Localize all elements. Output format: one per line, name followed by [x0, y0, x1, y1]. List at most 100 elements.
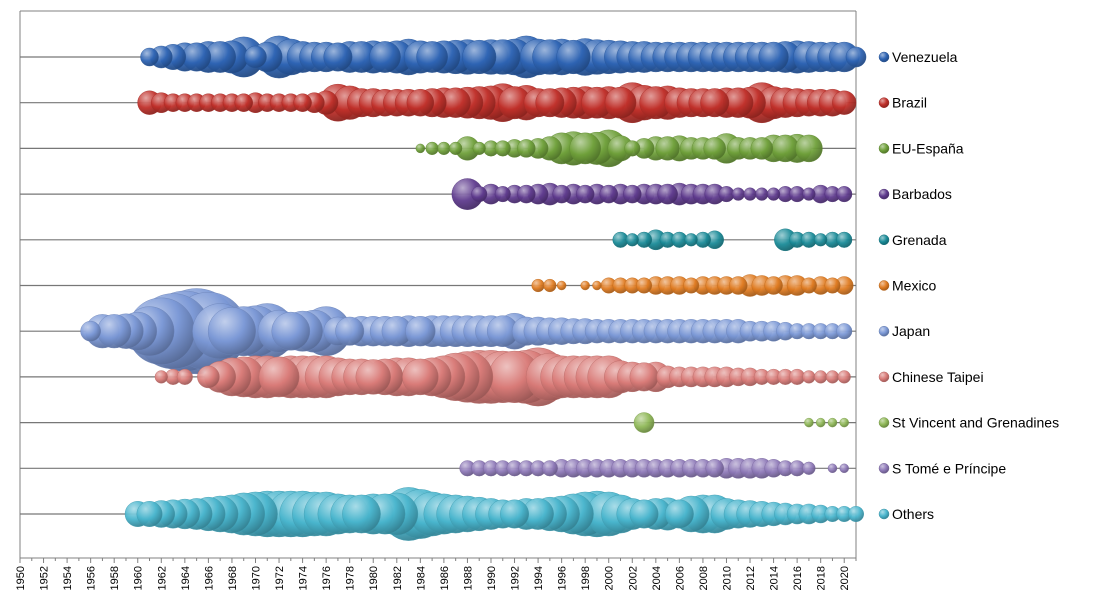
bubble-point: [140, 47, 159, 67]
legend-label: St Vincent and Grenadines: [892, 415, 1059, 431]
bubble-point: [472, 141, 486, 155]
x-tick-label: 1956: [86, 566, 98, 590]
bubble-point: [415, 143, 426, 154]
bubble-point: [814, 233, 828, 247]
x-tick-label: 1998: [580, 566, 592, 590]
x-tick-label: 1970: [250, 566, 262, 590]
bubble-point: [758, 41, 789, 73]
x-tick-label: 1968: [227, 566, 239, 590]
series-row: [20, 347, 856, 407]
bubble-point: [633, 412, 655, 433]
x-tick-label: 1986: [439, 566, 451, 590]
bubble-point: [437, 141, 451, 155]
x-tick-label: 2010: [721, 566, 733, 590]
legend-marker: [878, 371, 890, 383]
x-tick-label: 2000: [604, 566, 616, 590]
bubble-point: [604, 86, 637, 119]
bubble-point: [623, 184, 642, 204]
bubble-point: [575, 184, 595, 204]
legend-marker: [878, 97, 890, 108]
x-tick-label: 1964: [180, 566, 192, 590]
bubble-point: [664, 499, 694, 529]
x-tick-label: 2008: [698, 566, 710, 590]
series-row: [20, 458, 856, 479]
bubble-point: [629, 499, 659, 529]
bubble-point: [462, 39, 497, 75]
x-tick-label: 1958: [109, 566, 121, 590]
bubble-point: [683, 277, 700, 294]
bubble-point: [825, 370, 840, 384]
bubble-point: [271, 311, 311, 351]
bubble-point: [764, 276, 783, 295]
x-tick-label: 1966: [203, 566, 215, 590]
bubble-point: [795, 134, 823, 163]
x-tick-label: 1978: [345, 566, 357, 590]
bubble-point: [543, 278, 557, 293]
x-tick-label: 1976: [321, 566, 333, 590]
bubble-point: [244, 45, 267, 69]
bubble-point: [154, 370, 168, 384]
x-tick-label: 1994: [533, 566, 545, 590]
bubble-point: [569, 132, 601, 165]
legend-marker: [878, 188, 890, 200]
bubble-point: [827, 417, 838, 428]
series-row: [20, 228, 856, 252]
legend-label: S Tomé e Príncipe: [892, 460, 1006, 476]
series-row: [20, 487, 864, 541]
legend-label: Japan: [892, 323, 930, 339]
x-tick-label: 1974: [298, 566, 310, 590]
bubble-point: [703, 137, 726, 160]
legend-marker: [878, 51, 890, 63]
bubble-point: [815, 417, 826, 428]
bubble-point: [750, 137, 774, 160]
series-row: [20, 274, 856, 297]
x-tick-label: 1980: [368, 566, 380, 590]
bubble-point: [535, 88, 565, 118]
bubble-point: [743, 187, 757, 201]
bubble-point: [771, 134, 800, 163]
legend-marker: [878, 234, 890, 246]
bubble-point: [323, 42, 353, 72]
bubble-point: [234, 93, 253, 112]
legend-marker: [878, 325, 890, 337]
bubble-point: [802, 461, 816, 475]
series-row: [20, 178, 856, 210]
bubble-point: [449, 141, 463, 155]
bubble-point: [832, 90, 857, 115]
legend-label: Venezuela: [892, 49, 958, 65]
bubble-point: [207, 307, 256, 356]
bubble-point: [624, 140, 641, 157]
bubble-point: [731, 187, 745, 201]
x-tick-label: 1988: [462, 566, 474, 590]
bubble-point: [416, 41, 448, 73]
bubble-point: [355, 359, 391, 395]
x-tick-label: 1960: [133, 566, 145, 590]
bubble-point: [406, 88, 435, 117]
bubble-point: [839, 417, 849, 428]
bubble-point: [197, 365, 220, 389]
legend-marker: [878, 508, 890, 520]
x-axis: 1950 1952 1954 1956 1958 1960 1962 1964 1966 1968…: [15, 557, 857, 590]
x-tick-label: 1962: [156, 566, 168, 590]
bubble-point: [657, 183, 678, 205]
bubble-point: [556, 39, 591, 75]
bubble-point: [402, 358, 439, 396]
bubble-point: [625, 233, 639, 247]
bubble-point: [517, 139, 536, 158]
legend-marker: [878, 417, 890, 428]
legend-label: Chinese Taipei: [892, 369, 984, 385]
legend-label: Mexico: [892, 278, 937, 294]
bubble-point: [293, 93, 312, 112]
x-tick-label: 2018: [816, 566, 828, 590]
x-tick-label: 2012: [745, 566, 757, 590]
bubble-point: [684, 233, 698, 247]
bubble-point: [556, 280, 567, 291]
series-rows: [20, 35, 867, 541]
bubble-point: [629, 362, 659, 392]
bubble-point: [592, 280, 602, 291]
series-row: [20, 412, 856, 433]
bubble-point: [845, 46, 867, 68]
bubble-point: [471, 186, 488, 203]
bubble-point: [655, 136, 680, 161]
